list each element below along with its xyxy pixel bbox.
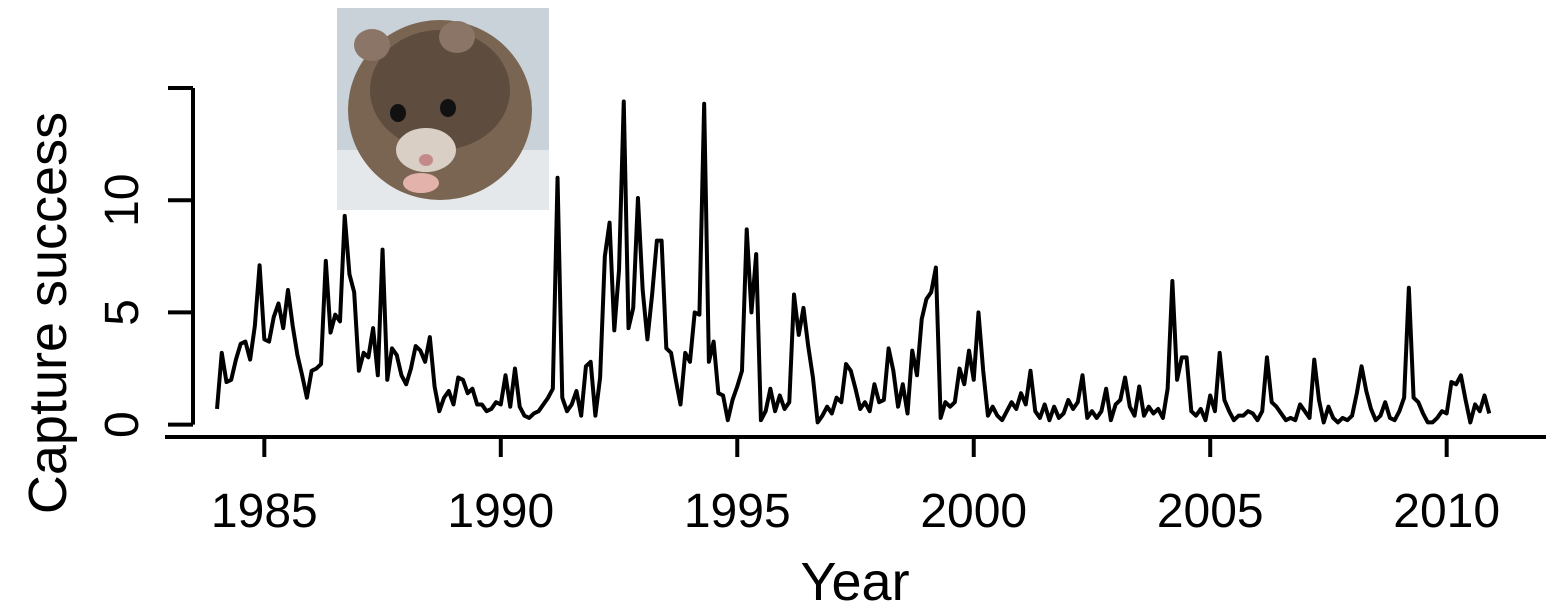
y-axis-label: Capture success (18, 112, 78, 514)
x-tick-label: 2000 (920, 485, 1027, 538)
x-tick-label: 1990 (447, 485, 554, 538)
data-line (215, 99, 1492, 425)
y-tick-label: 10 (96, 174, 149, 227)
x-tick-label: 1995 (684, 485, 791, 538)
x-tick-label: 1985 (211, 485, 318, 538)
x-tick-label: 2005 (1157, 485, 1264, 538)
x-tick-label: 2010 (1393, 485, 1500, 538)
hamster-photo (337, 8, 549, 210)
x-axis-label: Year (800, 552, 909, 603)
y-tick-label: 0 (96, 411, 149, 438)
y-tick-label: 5 (96, 299, 149, 326)
